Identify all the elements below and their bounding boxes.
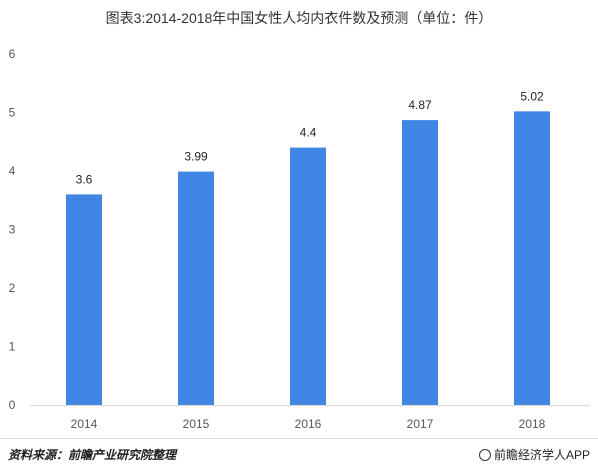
- y-tick-label: 3: [9, 223, 16, 237]
- value-label-2016: 4.4: [300, 126, 317, 140]
- value-label-2017: 4.87: [408, 98, 432, 112]
- x-tick-label-2018: 2018: [519, 417, 546, 431]
- brand-text: 前瞻经济学人APP: [493, 448, 590, 462]
- y-tick-label: 5: [9, 106, 16, 120]
- bar-2017: [402, 120, 438, 405]
- footer-divider: [0, 438, 598, 439]
- brand-logo-icon: [478, 449, 491, 461]
- value-labels: 3.6 3.99 4.4 4.87 5.02: [76, 89, 544, 186]
- bar-2015: [178, 171, 214, 405]
- x-tick-label-2014: 2014: [71, 417, 98, 431]
- x-tick-label-2015: 2015: [183, 417, 210, 431]
- bar-2018: [514, 111, 550, 405]
- x-tick-label-2016: 2016: [295, 417, 322, 431]
- y-tick-label: 0: [9, 398, 16, 412]
- brand-label: 前瞻经济学人APP: [478, 446, 590, 463]
- y-tick-label: 1: [9, 340, 16, 354]
- value-label-2015: 3.99: [184, 150, 208, 164]
- y-tick-label: 2: [9, 281, 16, 295]
- source-note: 资料来源：前瞻产业研究院整理: [8, 448, 177, 462]
- value-label-2014: 3.6: [76, 172, 93, 186]
- bar-2014: [66, 194, 102, 405]
- x-axis: 2014 2015 2016 2017 2018: [71, 417, 546, 431]
- bar-2016: [290, 147, 326, 405]
- value-label-2018: 5.02: [520, 89, 544, 103]
- y-tick-label: 4: [9, 164, 16, 178]
- y-tick-label: 6: [9, 47, 16, 61]
- chart-title: 图表3:2014-2018年中国女性人均内衣件数及预测（单位：件）: [105, 10, 493, 26]
- x-tick-label-2017: 2017: [407, 417, 434, 431]
- bars: [66, 111, 550, 405]
- y-axis: 0 1 2 3 4 5 6: [9, 47, 16, 412]
